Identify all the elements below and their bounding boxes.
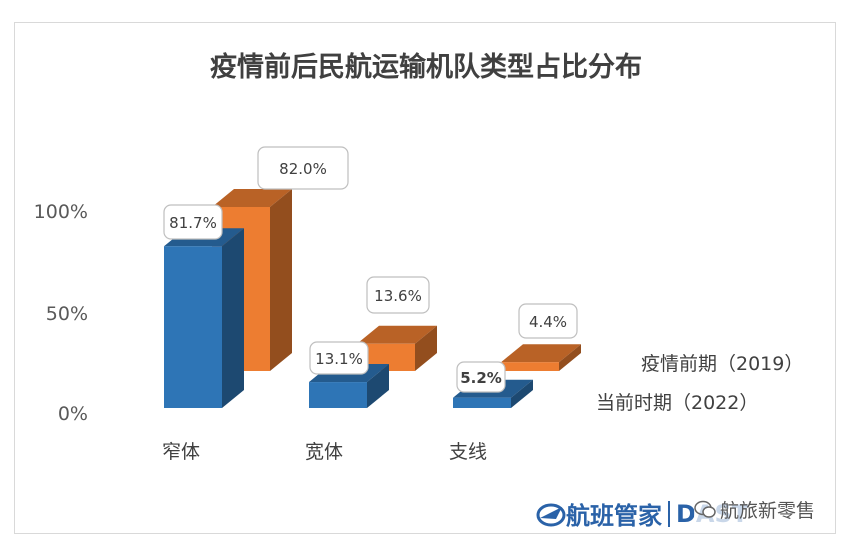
back-data-label-box bbox=[518, 303, 578, 339]
front-data-label-box bbox=[309, 341, 369, 375]
y-tick-label: 50% bbox=[46, 303, 88, 325]
back-data-label-box bbox=[366, 276, 430, 314]
legend-label-2019: 疫情前期（2019） bbox=[641, 353, 803, 375]
y-tick-label: 0% bbox=[58, 403, 88, 425]
front-bar-side bbox=[367, 364, 389, 408]
front-bar bbox=[164, 246, 222, 408]
back-bar-top bbox=[212, 189, 292, 207]
back-bar-side bbox=[270, 189, 292, 371]
front-bar-side bbox=[511, 379, 533, 408]
y-tick-label: 100% bbox=[34, 201, 88, 223]
category-label: 窄体 bbox=[162, 441, 200, 463]
legend-label-2022: 当前时期（2022） bbox=[596, 392, 758, 414]
plane-logo-icon bbox=[536, 503, 566, 526]
front-bar bbox=[309, 382, 367, 408]
back-bar-top bbox=[501, 344, 581, 363]
back-data-label: 82.0% bbox=[279, 160, 327, 178]
back-data-label: 4.4% bbox=[529, 313, 567, 331]
brand-divider bbox=[668, 500, 670, 527]
back-bar-top bbox=[357, 325, 437, 344]
front-data-label: 5.2% bbox=[460, 369, 502, 387]
chart-title: 疫情前后民航运输机队类型占比分布 bbox=[210, 52, 642, 83]
back-bar bbox=[501, 362, 559, 371]
category-label: 宽体 bbox=[305, 441, 343, 463]
front-data-label: 13.1% bbox=[315, 350, 363, 368]
brand-name: 航班管家 bbox=[566, 502, 662, 530]
back-bar-side bbox=[559, 344, 581, 371]
category-label: 支线 bbox=[449, 441, 487, 463]
back-data-label-box bbox=[257, 146, 349, 190]
front-data-label: 81.7% bbox=[169, 214, 217, 232]
wechat-account-name: 航旅新零售 bbox=[720, 500, 816, 522]
back-bar-side bbox=[415, 325, 437, 371]
front-data-label-box bbox=[456, 361, 506, 393]
front-bar-side bbox=[222, 228, 244, 408]
wechat-icon bbox=[694, 500, 716, 518]
front-data-label-box bbox=[163, 204, 223, 240]
back-data-label: 13.6% bbox=[374, 287, 422, 305]
front-bar bbox=[453, 397, 511, 408]
wechat-watermark: 航旅新零售 bbox=[694, 496, 816, 523]
